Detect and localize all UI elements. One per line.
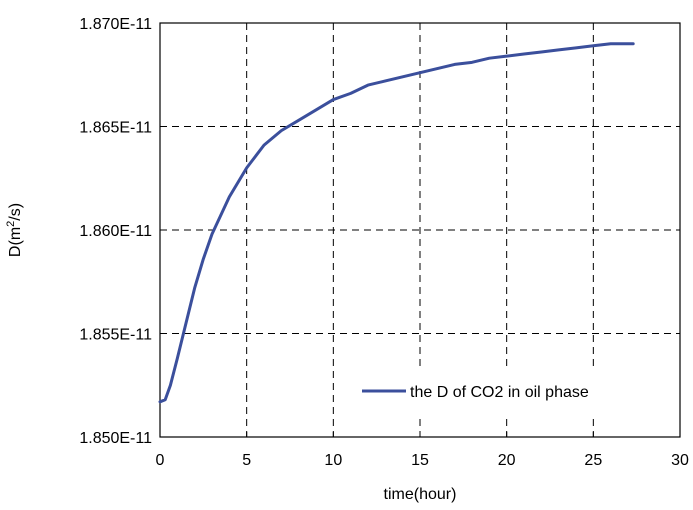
tick-marks (159, 22, 681, 438)
x-tick-labels: 0 5 10 15 20 25 30 (156, 452, 689, 469)
y-tick-label: 1.850E-11 (79, 430, 152, 447)
y-tick-label: 1.860E-11 (79, 223, 152, 240)
y-tick-label: 1.865E-11 (79, 120, 152, 137)
y-axis-title-tail: /s) (7, 203, 24, 221)
series-line (158, 42, 635, 404)
grid (160, 23, 680, 437)
x-tick-label: 5 (242, 452, 251, 469)
y-tick-label: 1.870E-11 (79, 16, 152, 33)
x-tick-label: 15 (411, 452, 429, 469)
x-tick-label: 0 (156, 452, 165, 469)
x-axis-title: time(hour) (384, 486, 457, 503)
y-axis-title-sup: 2 (5, 221, 17, 227)
x-tick-label: 25 (584, 452, 602, 469)
x-tick-label: 20 (498, 452, 516, 469)
legend-label: the D of CO2 in oil phase (410, 384, 589, 401)
y-tick-labels: 1.850E-11 1.855E-11 1.860E-11 1.865E-11 1.87… (79, 16, 152, 447)
legend: the D of CO2 in oil phase (350, 366, 668, 416)
y-tick-label: 1.855E-11 (79, 327, 152, 344)
y-axis-title: D(m2/s) (5, 203, 24, 257)
x-tick-label: 10 (324, 452, 342, 469)
y-axis-title-main: D(m (7, 227, 24, 257)
x-tick-label: 30 (671, 452, 689, 469)
